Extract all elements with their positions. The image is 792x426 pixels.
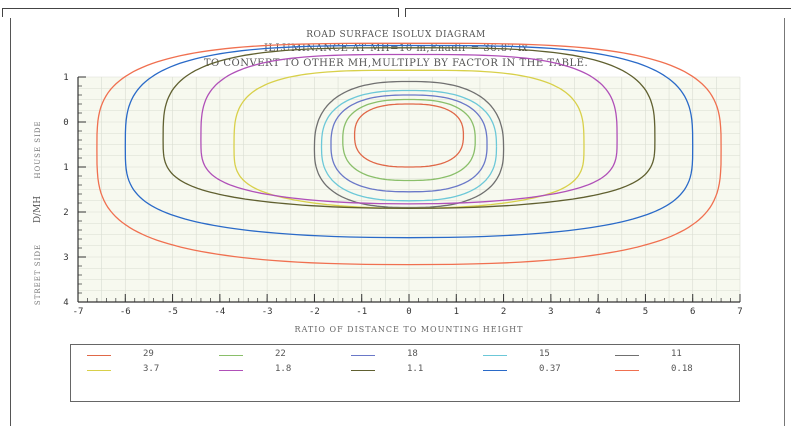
legend-item: 22 (209, 349, 339, 363)
y-axis-label: D/MH (33, 196, 43, 223)
frame-border-right (784, 18, 785, 426)
contour-line-18 (330, 94, 488, 193)
legend-row: 29 22 18 15 11 (71, 349, 739, 363)
x-tick-label: -6 (120, 307, 131, 317)
legend-item: 15 (473, 349, 603, 363)
legend-swatch (219, 370, 243, 371)
legend-label: 1.8 (275, 364, 292, 374)
legend-label: 15 (539, 349, 550, 359)
contour-line-29 (353, 103, 465, 168)
contour-line-3-7 (233, 69, 585, 210)
legend-swatch (87, 370, 111, 371)
axes: -7 -6 -5 -4 -3 -2 -1 0 1 2 3 4 5 6 7 1 0 1 2 3 4 (63, 73, 742, 317)
legend-label: 22 (275, 349, 286, 359)
legend-swatch (483, 370, 507, 371)
y-tick-label: 1 (63, 73, 68, 83)
legend-swatch (483, 355, 507, 356)
legend-label: 29 (143, 349, 154, 359)
x-tick-label: 1 (454, 307, 459, 317)
legend-item: 3.7 (77, 364, 207, 378)
x-tick-label: -4 (214, 307, 225, 317)
contour-line-1-1 (162, 47, 656, 210)
legend-item: 29 (77, 349, 207, 363)
legend-label: 0.18 (671, 364, 693, 374)
x-tick-label: -7 (73, 307, 84, 317)
frame-border-left (10, 18, 11, 426)
contour-line-22 (342, 98, 476, 182)
x-tick-label: 0 (406, 307, 411, 317)
x-tick-label: -1 (356, 307, 367, 317)
legend: 29 22 18 15 11 3.7 1.8 1.1 0.37 0.18 (70, 344, 740, 402)
contour-lines (96, 42, 722, 266)
contour-line-0-18 (96, 42, 722, 266)
legend-item: 18 (341, 349, 471, 363)
contour-line-11 (313, 80, 505, 209)
legend-label: 0.37 (539, 364, 561, 374)
legend-swatch (615, 355, 639, 356)
x-tick-label: 6 (690, 307, 695, 317)
chart-subtitle: ILLUMINANCE AT MH=10 m,Enadir = 36.87 lx (263, 43, 529, 54)
x-axis-label: RATIO OF DISTANCE TO MOUNTING HEIGHT (295, 325, 524, 334)
y-tick-label: 0 (63, 118, 68, 128)
contour-line-1-8 (200, 53, 618, 205)
legend-label: 11 (671, 349, 682, 359)
legend-swatch (219, 355, 243, 356)
legend-item: 11 (605, 349, 735, 363)
x-tick-label: -5 (167, 307, 178, 317)
legend-swatch (351, 355, 375, 356)
legend-item: 1.8 (209, 364, 339, 378)
legend-item: 0.37 (473, 364, 603, 378)
y-tick-label: 4 (63, 298, 68, 308)
x-tick-label: 4 (595, 307, 600, 317)
y-tick-label: 2 (63, 208, 68, 218)
x-tick-label: 7 (737, 307, 742, 317)
contour-line-0-37 (124, 44, 694, 239)
legend-label: 3.7 (143, 364, 160, 374)
chart-title: ROAD SURFACE ISOLUX DIAGRAM (306, 30, 486, 40)
y-axis-label-house-side: HOUSE SIDE (34, 120, 42, 178)
legend-item: 1.1 (341, 364, 471, 378)
x-tick-label: 2 (501, 307, 506, 317)
window-tab-frame (0, 8, 792, 18)
tab-right[interactable] (405, 8, 791, 17)
legend-swatch (351, 370, 375, 371)
legend-label: 18 (407, 349, 418, 359)
legend-item: 0.18 (605, 364, 735, 378)
y-tick-label: 1 (63, 163, 68, 173)
tab-left[interactable] (2, 8, 399, 17)
legend-label: 1.1 (407, 364, 424, 374)
y-tick-label: 3 (63, 253, 68, 263)
grid (77, 76, 741, 303)
legend-row: 3.7 1.8 1.1 0.37 0.18 (71, 364, 739, 378)
legend-swatch (615, 370, 639, 371)
x-tick-label: 5 (643, 307, 648, 317)
legend-swatch (87, 355, 111, 356)
x-tick-label: 3 (548, 307, 553, 317)
x-tick-label: -2 (309, 307, 320, 317)
x-tick-label: -3 (262, 307, 273, 317)
contour-line-15 (320, 89, 498, 202)
y-axis-label-street-side: STREET SIDE (34, 244, 42, 305)
chart-subtitle-2: TO CONVERT TO OTHER MH,MULTIPLY BY FACTO… (203, 58, 589, 69)
